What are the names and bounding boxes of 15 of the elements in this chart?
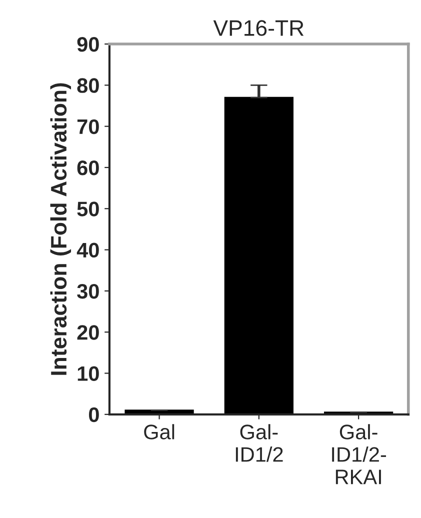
y-tick-label: 0: [88, 407, 99, 422]
x-tick-label: Gal- ID1/2- RKAI: [332, 424, 386, 484]
y-tick-label: 10: [78, 366, 99, 381]
y-tick-label: 60: [77, 160, 99, 176]
y-tick-label: 50: [77, 202, 99, 216]
y-axis-title: Interaction (Fold Activation): [50, 83, 72, 375]
x-tick-label: Gal: [144, 424, 174, 440]
x-tick-label: Gal- ID1/2: [236, 424, 283, 462]
y-tick-label: 40: [76, 242, 99, 258]
y-tick-label: 70: [77, 119, 99, 134]
y-tick-label: 30: [77, 284, 99, 299]
y-tick-label: 80: [77, 78, 99, 93]
chart-title: VP16-TR: [213, 20, 304, 36]
y-tick-label: 20: [77, 325, 99, 340]
y-tick-label: 90: [77, 37, 99, 52]
